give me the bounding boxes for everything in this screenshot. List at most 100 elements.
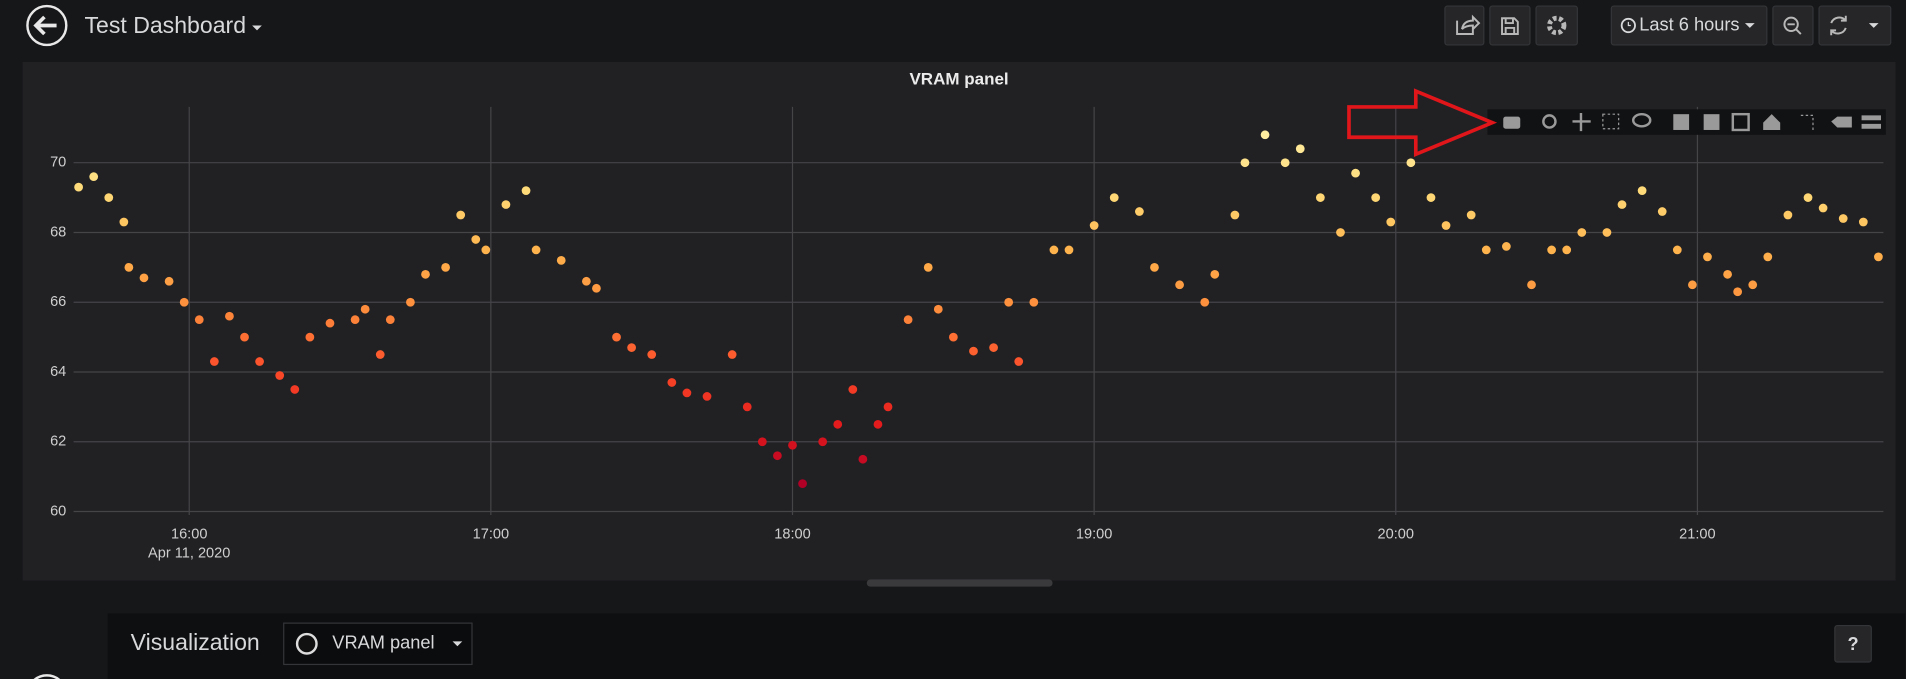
point xyxy=(1406,158,1416,168)
point xyxy=(1064,245,1074,255)
editor-tab[interactable]: Visualization xyxy=(131,629,260,655)
point xyxy=(275,371,285,380)
point xyxy=(325,318,335,328)
panel-picker-label[interactable]: VRAM panel xyxy=(332,633,434,653)
hover-closest-icon[interactable] xyxy=(1831,116,1852,128)
panel xyxy=(22,61,1896,581)
point xyxy=(1818,203,1828,213)
point xyxy=(406,297,415,307)
point xyxy=(1004,297,1014,307)
point xyxy=(1838,214,1848,223)
point xyxy=(441,262,450,272)
zoom-out-icon[interactable] xyxy=(1703,114,1720,130)
point xyxy=(1150,262,1159,272)
point xyxy=(581,276,591,286)
settings-button[interactable] xyxy=(1535,5,1578,46)
point xyxy=(1109,193,1119,202)
point xyxy=(1089,221,1099,230)
point xyxy=(903,315,913,325)
point xyxy=(1527,280,1536,290)
reset-icon[interactable] xyxy=(1763,114,1781,130)
point xyxy=(164,276,174,286)
point xyxy=(1602,228,1612,237)
point xyxy=(89,172,99,182)
point xyxy=(1135,207,1144,216)
x-tick-label: 20:00 xyxy=(1378,526,1414,542)
point xyxy=(788,440,797,450)
point xyxy=(385,315,395,325)
y-tick-label: 64 xyxy=(50,364,66,380)
help-label[interactable]: ? xyxy=(1847,634,1858,654)
point xyxy=(757,437,767,447)
point xyxy=(989,343,998,352)
zoom-out-button[interactable] xyxy=(1772,5,1814,46)
point xyxy=(1502,242,1511,251)
point xyxy=(1260,130,1270,140)
point xyxy=(1748,280,1758,290)
point xyxy=(421,269,430,279)
point xyxy=(818,437,828,447)
save-button[interactable] xyxy=(1489,5,1531,46)
share-button[interactable] xyxy=(1444,5,1485,46)
point xyxy=(1049,245,1059,255)
point xyxy=(1723,269,1732,279)
point xyxy=(798,479,807,488)
camera-icon[interactable] xyxy=(1503,116,1521,129)
point xyxy=(1240,158,1250,168)
x-date-label: Apr 11, 2020 xyxy=(148,546,230,562)
panel-title: VRAM panel xyxy=(909,70,1008,89)
point xyxy=(1637,186,1647,195)
point xyxy=(612,332,621,342)
dashboard-title[interactable]: Test Dashboard xyxy=(85,12,247,38)
point xyxy=(1315,193,1325,202)
point xyxy=(1763,252,1773,262)
point xyxy=(1672,245,1682,255)
y-tick-label: 62 xyxy=(50,434,66,450)
x-tick-label: 21:00 xyxy=(1679,526,1715,542)
point xyxy=(1295,144,1305,154)
point xyxy=(305,332,315,342)
time-picker[interactable] xyxy=(1610,5,1768,46)
point xyxy=(883,402,893,412)
point xyxy=(1803,193,1813,202)
x-tick-label: 16:00 xyxy=(171,526,207,542)
autoscale-icon[interactable] xyxy=(1731,112,1750,132)
refresh-button[interactable] xyxy=(1818,5,1892,46)
lasso-icon[interactable] xyxy=(1632,112,1652,128)
point xyxy=(1280,158,1290,168)
zoom-icon[interactable] xyxy=(1542,114,1557,129)
point xyxy=(1733,287,1743,297)
point xyxy=(1175,280,1184,290)
point xyxy=(124,262,134,272)
point xyxy=(627,343,636,352)
help-button[interactable] xyxy=(1834,624,1872,663)
point xyxy=(501,200,511,209)
point xyxy=(139,273,149,283)
point xyxy=(556,256,566,265)
point xyxy=(104,193,114,202)
point xyxy=(1230,210,1240,220)
y-tick-label: 68 xyxy=(50,224,66,240)
box-select-icon[interactable] xyxy=(1602,113,1620,130)
back-button[interactable] xyxy=(26,4,68,47)
point xyxy=(1481,245,1491,255)
pan-icon[interactable] xyxy=(1572,112,1591,132)
title-caret[interactable] xyxy=(252,25,262,31)
spike-icon[interactable] xyxy=(1800,114,1814,130)
point xyxy=(833,419,843,429)
time-range[interactable]: Last 6 hours xyxy=(1639,14,1739,34)
point xyxy=(456,210,466,220)
zoom-in-icon[interactable] xyxy=(1673,114,1690,130)
point xyxy=(194,315,204,325)
point xyxy=(1426,193,1436,202)
point xyxy=(948,332,958,342)
resize-handle[interactable] xyxy=(866,579,1053,587)
panel-picker[interactable] xyxy=(283,622,473,666)
side-icon xyxy=(33,674,61,679)
point xyxy=(1441,221,1451,230)
hover-compare-icon[interactable] xyxy=(1861,115,1882,129)
point xyxy=(682,388,692,398)
point xyxy=(521,186,531,195)
point xyxy=(481,245,491,255)
